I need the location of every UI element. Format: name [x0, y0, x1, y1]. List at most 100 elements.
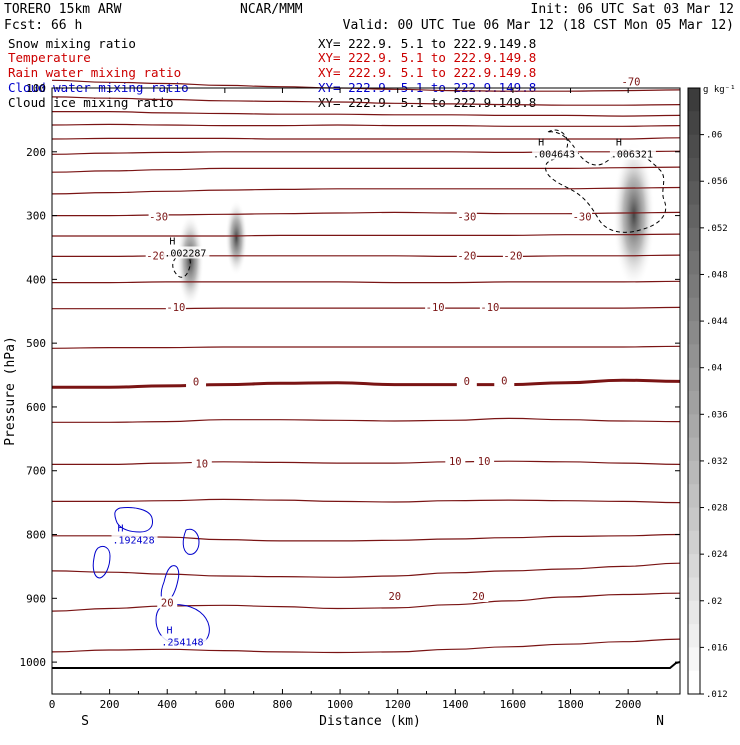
contour-label-bg — [502, 249, 523, 262]
temperature-contour — [51, 96, 681, 106]
contour-label: -20 — [457, 250, 476, 262]
temperature-contour — [51, 345, 681, 349]
colorbar-cell — [688, 251, 700, 275]
colorbar-cell — [688, 507, 700, 532]
contour-label: -20 — [503, 250, 522, 262]
contour-label: 10 — [478, 456, 491, 468]
temperature-contour — [52, 533, 681, 542]
maximum-value: .192428 — [112, 536, 154, 547]
contour-label-bg — [148, 210, 169, 223]
valid-time: Valid: 00 UTC Tue 06 Mar 12 (18 CST Mon … — [343, 18, 734, 33]
colorbar-cell — [688, 391, 700, 415]
forecast-hour: Fcst: 66 h — [4, 18, 82, 33]
colorbar: .06 .056 .052 .048 .044 .04 .036 .032 .028 .024 .0… — [687, 87, 728, 700]
colorbar-cell — [688, 554, 700, 578]
contour-label-bg — [456, 375, 477, 388]
colorbar-label: .028 — [706, 504, 728, 514]
colorbar-label: .06 — [706, 131, 722, 141]
colorbar-label: .024 — [706, 550, 728, 560]
maximum-label-bg — [111, 533, 158, 546]
contour-label: -10 — [480, 302, 499, 314]
maximum-marker: H — [538, 138, 544, 149]
contour-label: 20 — [161, 597, 174, 609]
contour-label-bg — [479, 301, 500, 314]
colorbar-cell — [688, 134, 700, 159]
colorbar-label: .048 — [706, 270, 728, 280]
y-tick-label: 600 — [26, 401, 46, 414]
temperature-contour — [52, 460, 681, 466]
colorbar-cell — [688, 437, 700, 462]
colorbar-label: .036 — [706, 410, 728, 420]
cloud-water-contour — [114, 507, 153, 533]
contour-label: 10 — [195, 458, 208, 470]
init-time: Init: 06 UTC Sat 03 Mar 12 — [531, 2, 735, 17]
axes: 0 200 400 600 800 1000 1200 1400 1600 1800 2000100… — [20, 82, 680, 711]
x-tick-label: 1000 — [327, 698, 354, 711]
contour-label: -70 — [622, 76, 641, 88]
cloud-ice-contour — [545, 129, 667, 233]
colorbar-cell — [688, 88, 700, 112]
colorbar-cell — [688, 111, 700, 136]
x-tick-label: 1400 — [442, 698, 469, 711]
x-tick-label: 2000 — [615, 698, 642, 711]
y-tick-label: 400 — [26, 273, 46, 286]
temperature-contour — [51, 638, 681, 654]
cloud-water-contour — [182, 528, 200, 555]
cloud-water-contour — [92, 545, 111, 579]
colorbar-label: .032 — [706, 457, 728, 467]
y-tick-label: 200 — [26, 146, 46, 159]
maximum-marker: H — [118, 524, 124, 535]
model-title: TORERO 15km ARW — [4, 2, 122, 17]
temperature-contour — [52, 306, 681, 310]
terrain-line — [52, 661, 681, 669]
colorbar-cell — [688, 321, 700, 345]
contour-label: 0 — [501, 375, 507, 387]
contour-label-bg — [157, 596, 178, 609]
y-tick-label: 100 — [26, 82, 46, 95]
snow-shade-blob — [612, 141, 655, 290]
temperature-contour — [52, 378, 681, 389]
field-name-snow: Snow mixing ratio — [8, 36, 136, 51]
colorbar-frame — [687, 87, 701, 695]
y-tick-label: 800 — [26, 529, 46, 542]
contour-label-bg — [445, 454, 466, 467]
temperature-contour — [51, 166, 681, 173]
x-tick-label: 600 — [215, 698, 235, 711]
y-tick-label: 300 — [26, 210, 46, 223]
field-xy-cloud-ice: XY= 222.9. 5.1 to 222.9.149.8 — [318, 95, 536, 110]
contour-label: -10 — [426, 302, 445, 314]
colorbar-label: .016 — [706, 643, 728, 653]
temperature-contour — [52, 233, 681, 237]
maximum-label-bg — [163, 246, 210, 259]
colorbar-label: .04 — [706, 364, 722, 374]
contour-label-bg — [621, 75, 642, 88]
x-tick-label: 1800 — [557, 698, 584, 711]
contour-label-bg — [474, 454, 495, 467]
field-xy-temperature: XY= 222.9. 5.1 to 222.9.149.8 — [318, 50, 536, 65]
maximum-marker: H — [167, 626, 173, 637]
colorbar-cell — [688, 600, 700, 625]
colorbar-cell — [688, 647, 700, 672]
temperature-contours — [51, 79, 681, 654]
temperature-contour — [52, 498, 681, 504]
endpoint-label-north: N — [656, 714, 664, 729]
x-tick-label: 400 — [157, 698, 177, 711]
maximum-label-bg — [160, 635, 207, 648]
field-xy-snow: XY= 222.9. 5.1 to 222.9.149.8 — [318, 36, 536, 51]
contour-label: 20 — [472, 591, 485, 603]
colorbar-label: .056 — [706, 177, 728, 187]
field-name-temperature: Temperature — [8, 50, 91, 65]
colorbar-cell — [688, 367, 700, 392]
contour-label-bg — [165, 301, 186, 314]
y-axis-title: Pressure (hPa) — [3, 336, 18, 446]
temperature-contour — [52, 417, 681, 423]
chart-header: TORERO 15km ARW NCAR/MMM Init: 06 UTC Sa… — [4, 2, 734, 33]
field-name-rain: Rain water mixing ratio — [8, 65, 181, 80]
contour-labels: -70 -30 -30 -30 -20 -20 -20 -10 -10 -10 0 0 0 10 10 10 2… — [111, 75, 656, 649]
x-tick-label: 800 — [273, 698, 293, 711]
contour-label-bg — [384, 590, 405, 603]
temperature-contour — [51, 562, 681, 578]
y-tick-label: 1000 — [20, 656, 47, 669]
colorbar-cell — [688, 624, 700, 648]
